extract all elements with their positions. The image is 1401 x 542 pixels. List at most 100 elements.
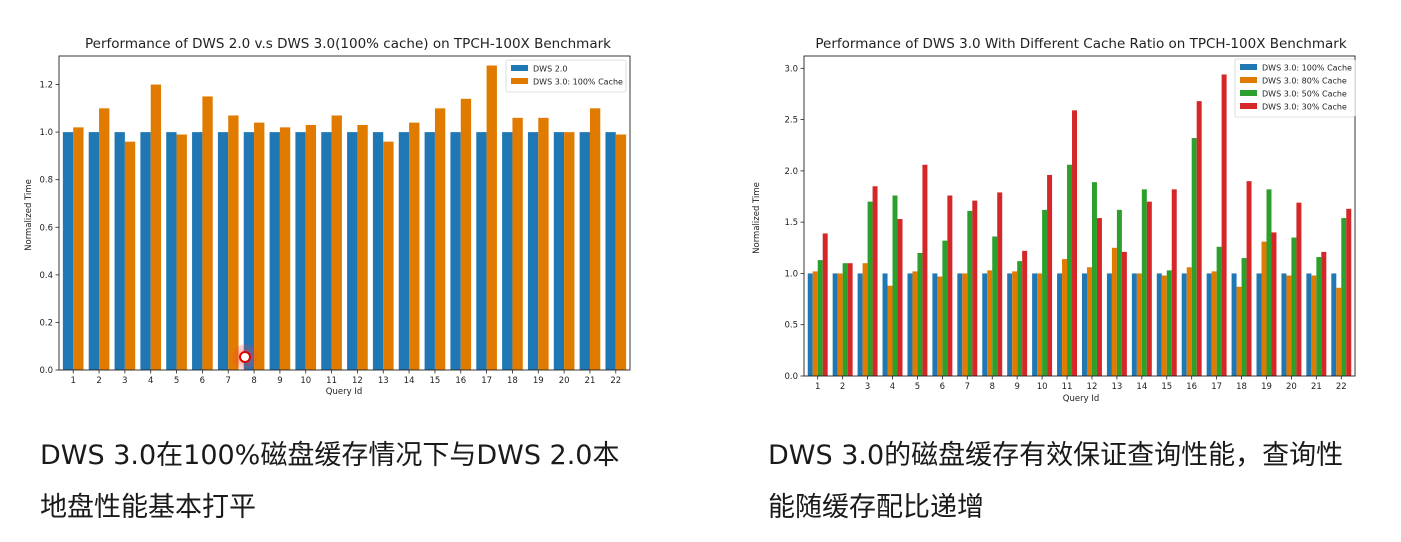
legend-label: DWS 2.0: [533, 65, 567, 74]
x-tick-label: 10: [1037, 382, 1048, 392]
axes-frame: [58, 55, 631, 371]
x-tick-label: 22: [1336, 382, 1347, 392]
bar-q17-series-2: [486, 65, 497, 371]
bar-q5-series-2: [912, 271, 918, 376]
x-tick-label: 13: [378, 376, 389, 386]
bar-q5-series-1: [166, 132, 177, 370]
bar-q9-series-1: [269, 132, 280, 370]
caption-right: DWS 3.0的磁盘缓存有效保证查询性能，查询性 能随缓存配比递增: [768, 430, 1343, 534]
bar-q9-series-3: [1017, 261, 1023, 376]
bar-q21-series-2: [589, 108, 601, 370]
x-axis-label: Query Id: [326, 387, 362, 397]
bar-q3-series-2: [862, 263, 868, 376]
bar-q22-series-2: [615, 134, 627, 370]
bar-q6-series-1: [192, 132, 203, 370]
legend-label: DWS 3.0: 30% Cache: [1262, 103, 1347, 112]
legend-swatch: [1240, 103, 1257, 109]
bar-q7-series-1: [217, 132, 229, 370]
x-tick-label: 9: [277, 376, 282, 386]
bar-q2-series-4: [847, 263, 853, 376]
bar-q12-series-4: [1096, 218, 1102, 376]
bar-q7-series-2: [962, 273, 968, 376]
bar-q9-series-4: [1022, 250, 1028, 376]
bar-q19-series-2: [538, 117, 549, 370]
bar-q20-series-4: [1296, 202, 1302, 376]
bar-q4-series-1: [140, 132, 151, 370]
y-tick-label: 1.2: [39, 81, 53, 91]
bar-q17-series-2: [1211, 271, 1217, 376]
x-tick-label: 21: [585, 376, 596, 386]
bar-q5-series-4: [922, 164, 928, 376]
legend-box: [505, 59, 627, 93]
cursor-indicator-icon: [232, 344, 258, 370]
x-tick-label: 1: [70, 376, 75, 386]
bar-q1-series-4: [822, 233, 828, 376]
x-tick-label: 2: [840, 382, 845, 392]
bar-q19-series-1: [1256, 273, 1262, 376]
bar-q22-series-3: [1341, 218, 1347, 376]
y-tick-label: 0.0: [39, 366, 53, 376]
x-tick-label: 6: [200, 376, 205, 386]
bar-q3-series-4: [872, 186, 878, 376]
bar-q3-series-3: [867, 201, 873, 376]
bar-q10-series-2: [305, 124, 317, 370]
bar-q18-series-3: [1241, 258, 1247, 376]
bar-q4-series-2: [150, 84, 162, 371]
bar-q11-series-1: [321, 132, 332, 370]
bar-q12-series-1: [1081, 273, 1087, 376]
bar-q14-series-1: [1131, 273, 1137, 376]
bar-q15-series-1: [1156, 273, 1162, 376]
bar-q6-series-3: [942, 240, 948, 376]
bar-q11-series-2: [331, 115, 342, 370]
y-tick-label: 0.6: [39, 223, 53, 233]
performance-chart-dws2-vs-dws3: Performance of DWS 2.0 v.s DWS 3.0(100% …: [24, 36, 631, 397]
x-tick-label: 8: [990, 382, 995, 392]
x-tick-label: 17: [1211, 382, 1222, 392]
bar-q8-series-1: [243, 132, 255, 370]
bar-q12-series-3: [1091, 182, 1097, 376]
bar-q7-series-3: [967, 210, 973, 376]
bar-q10-series-2: [1037, 273, 1043, 376]
x-tick-label: 15: [430, 376, 441, 386]
bar-q19-series-1: [527, 132, 539, 370]
bar-q11-series-3: [1067, 164, 1073, 376]
bar-q14-series-3: [1141, 189, 1147, 376]
caption-right-line-2: 能随缓存配比递增: [768, 492, 984, 523]
bar-q18-series-1: [1231, 273, 1237, 376]
x-tick-label: 4: [890, 382, 895, 392]
bar-q15-series-2: [1161, 275, 1167, 376]
bar-q19-series-3: [1266, 189, 1272, 376]
bar-q18-series-1: [502, 132, 513, 370]
caption-left-line-1: DWS 3.0在100%磁盘缓存情况下与DWS 2.0本: [40, 440, 620, 471]
x-tick-label: 18: [507, 376, 518, 386]
y-tick-label: 3.0: [784, 64, 798, 74]
bar-q1-series-3: [817, 260, 823, 376]
legend-box: [1234, 58, 1356, 118]
bar-q1-series-1: [62, 132, 74, 370]
bar-q3-series-2: [124, 141, 136, 370]
bar-q5-series-1: [907, 273, 913, 376]
bar-q16-series-4: [1196, 101, 1202, 376]
x-tick-label: 10: [300, 376, 311, 386]
bar-q22-series-2: [1336, 287, 1342, 376]
x-tick-label: 7: [226, 376, 231, 386]
y-axis-label: Normalized Time: [24, 179, 34, 251]
x-tick-label: 5: [174, 376, 179, 386]
bar-q2-series-2: [837, 273, 843, 376]
bar-q20-series-2: [1286, 275, 1292, 376]
bar-q16-series-3: [1191, 138, 1197, 376]
bar-q8-series-4: [997, 192, 1003, 376]
x-tick-label: 7: [965, 382, 970, 392]
bar-q12-series-2: [357, 124, 368, 370]
bar-q16-series-1: [450, 132, 461, 370]
chart-title: Performance of DWS 3.0 With Different Ca…: [815, 36, 1346, 52]
x-tick-label: 3: [865, 382, 870, 392]
y-tick-label: 1.0: [39, 128, 53, 138]
bar-q16-series-1: [1181, 273, 1187, 376]
bar-q5-series-3: [917, 252, 923, 376]
x-tick-label: 4: [148, 376, 153, 386]
bar-q4-series-2: [887, 285, 893, 376]
bar-q6-series-1: [932, 273, 938, 376]
bar-q13-series-2: [383, 141, 394, 370]
bar-q13-series-1: [372, 132, 384, 370]
